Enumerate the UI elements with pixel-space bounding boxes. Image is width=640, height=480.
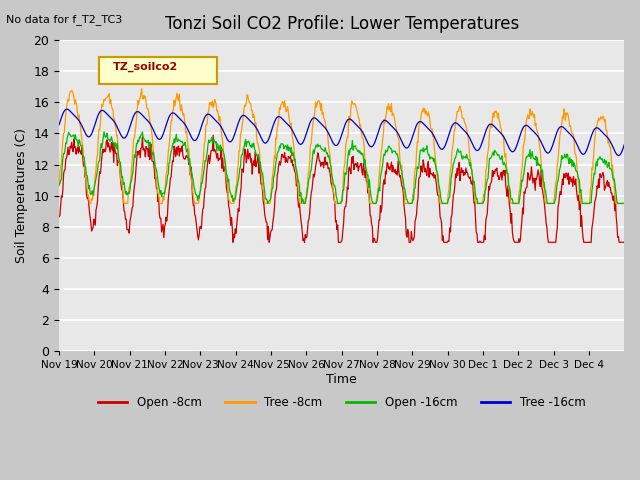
Y-axis label: Soil Temperatures (C): Soil Temperatures (C) — [15, 128, 28, 263]
Title: Tonzi Soil CO2 Profile: Lower Temperatures: Tonzi Soil CO2 Profile: Lower Temperatur… — [164, 15, 519, 33]
Legend: Open -8cm, Tree -8cm, Open -16cm, Tree -16cm: Open -8cm, Tree -8cm, Open -16cm, Tree -… — [93, 391, 591, 414]
Text: TZ_soilco2: TZ_soilco2 — [113, 61, 178, 72]
Text: No data for f_T2_TC3: No data for f_T2_TC3 — [6, 14, 123, 25]
X-axis label: Time: Time — [326, 373, 357, 386]
FancyBboxPatch shape — [99, 57, 218, 84]
